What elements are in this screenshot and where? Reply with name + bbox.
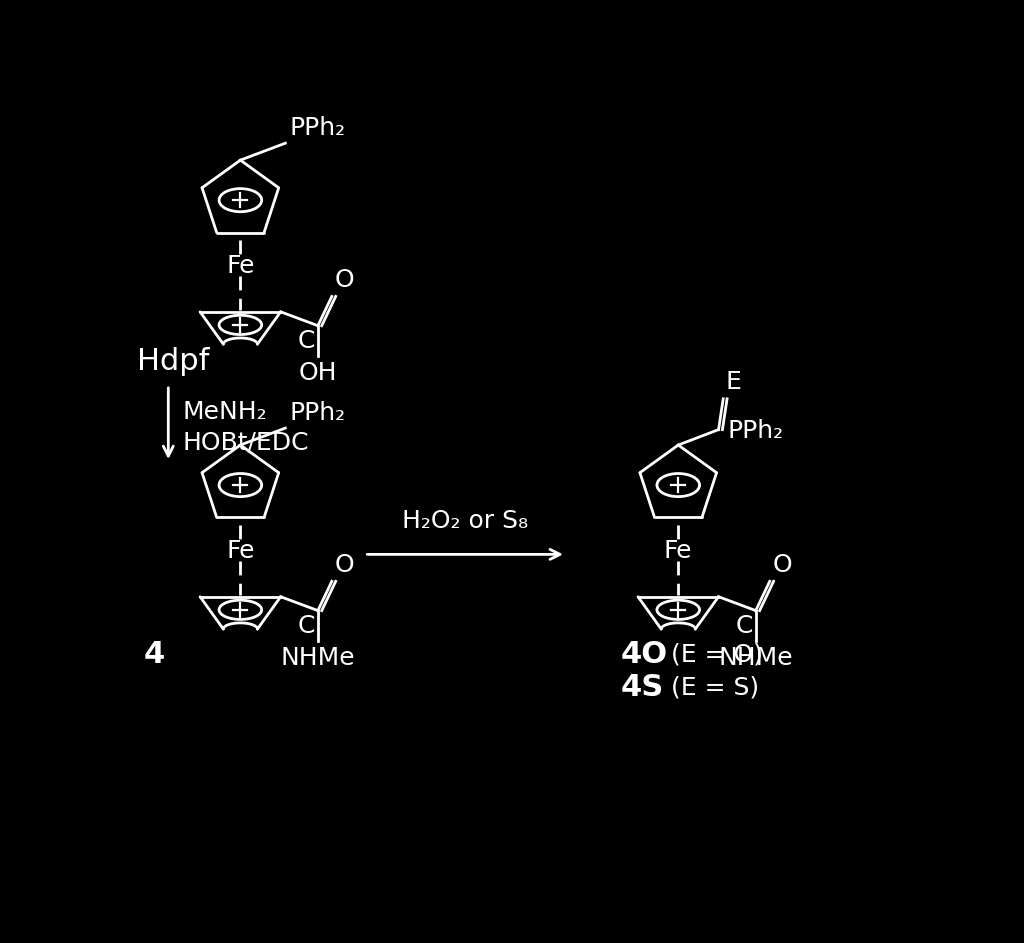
Text: PPh₂: PPh₂ bbox=[289, 116, 345, 141]
Text: (E = S): (E = S) bbox=[663, 675, 759, 700]
Text: MeNH₂: MeNH₂ bbox=[182, 400, 267, 424]
Text: HOBt/EDC: HOBt/EDC bbox=[182, 431, 309, 455]
Text: O: O bbox=[335, 268, 354, 291]
Text: Hdpf: Hdpf bbox=[137, 347, 210, 376]
Text: 4: 4 bbox=[143, 640, 165, 669]
Text: NHMe: NHMe bbox=[719, 646, 793, 670]
Text: C: C bbox=[735, 614, 753, 637]
Text: PPh₂: PPh₂ bbox=[289, 401, 345, 425]
Text: Fe: Fe bbox=[664, 538, 692, 563]
Text: 4O: 4O bbox=[621, 640, 668, 669]
Text: C: C bbox=[297, 614, 314, 637]
Text: (E = O): (E = O) bbox=[663, 642, 763, 667]
Text: O: O bbox=[335, 553, 354, 577]
Text: E: E bbox=[726, 371, 741, 394]
Text: NHMe: NHMe bbox=[281, 646, 355, 670]
Text: PPh₂: PPh₂ bbox=[728, 420, 784, 443]
Text: H₂O₂ or S₈: H₂O₂ or S₈ bbox=[402, 509, 528, 533]
Text: C: C bbox=[297, 329, 314, 353]
Text: O: O bbox=[773, 553, 793, 577]
Text: 4S: 4S bbox=[621, 673, 664, 703]
Text: Fe: Fe bbox=[226, 538, 255, 563]
Text: Fe: Fe bbox=[226, 254, 255, 277]
Text: OH: OH bbox=[299, 361, 337, 385]
